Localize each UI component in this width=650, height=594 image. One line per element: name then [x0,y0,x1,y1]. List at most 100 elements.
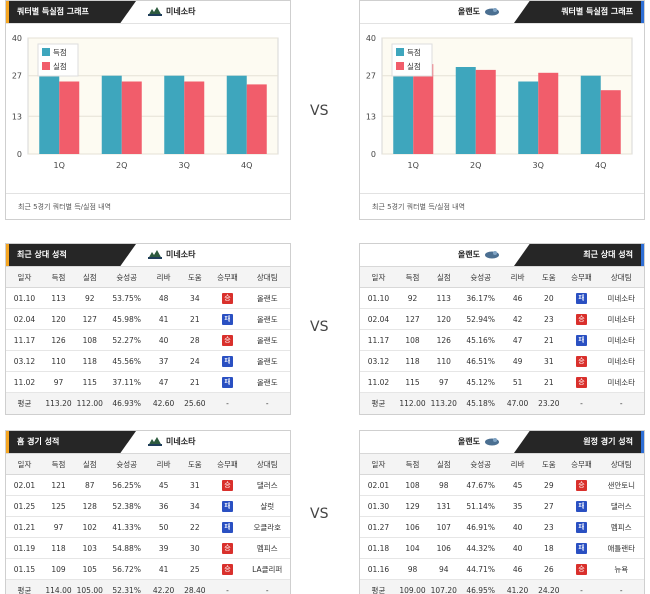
y-tick-label: 0 [371,150,376,159]
stats-table: 일자 득점 실점 슛성공 리바 도움 승무패 상대팀 02.01 108 98 47.67% 45 29 승… [360,453,644,594]
table-cell: 98 [428,474,460,496]
table-cell: 37 [147,350,180,372]
table-row: 02.01 121 87 56.25% 45 31 승 댈러스 [6,474,290,496]
table-cell: 01.19 [6,537,43,559]
table-cell: 94 [428,558,460,580]
average-row: 평균 113.20 112.00 46.93% 42.60 25.60- - [6,392,290,414]
table-cell: 오클라호 [244,516,290,538]
table-cell: 118 [42,537,75,559]
column-header: 상대팀 [598,453,644,475]
table-cell: 28 [179,329,211,351]
panel-title: 최근 상대 성적 [514,244,644,266]
away-quarter-panel: 올랜도 쿼터별 득실점 그래프 0 13 27 40 1Q 2Q 3Q 4Q 득점 실점 최근 5… [359,0,645,220]
table-cell: 47 [501,329,534,351]
table-cell: 50 [147,516,180,538]
column-header: 일자 [360,266,397,288]
table-cell: - [210,392,245,414]
result-badge: 승 [221,542,233,554]
y-tick-label: 40 [12,34,22,43]
column-header: 득점 [42,266,75,288]
legend-swatch [42,62,50,70]
result-badge: 패 [575,292,587,304]
table-row: 01.27 106 107 46.91% 40 23 패 멤피스 [360,516,644,538]
table-cell: 118 [74,350,106,372]
column-header: 득점 [396,266,429,288]
table-cell: 11.02 [360,371,397,393]
column-header: 승무패 [210,266,245,288]
column-header: 승무패 [564,453,599,475]
table-cell: 92 [396,287,429,309]
table-cell: 댈러스 [244,474,290,496]
minnesota-logo-icon [148,250,162,259]
team-name: 미네소타 [144,431,195,453]
table-cell: 02.04 [360,308,397,330]
table-cell: 애틀랜타 [598,537,644,559]
table-cell: 11.17 [6,329,43,351]
result-cell: 패 [210,308,245,330]
table-cell: 41 [147,308,180,330]
table-row: 01.21 97 102 41.33% 50 22 패 오클라호 [6,516,290,538]
vs-label: VS [310,103,329,119]
table-row: 01.18 104 106 44.32% 40 18 패 애틀랜타 [360,537,644,559]
table-row: 11.02 115 97 45.12% 51 21 승 미네소타 [360,371,644,393]
table-cell: 23.20 [533,392,565,414]
table-cell: 109.00 [396,579,429,594]
column-header: 리바 [501,453,534,475]
table-cell: 125 [42,495,75,517]
column-header: 리바 [147,453,180,475]
bar-conceded [59,81,80,154]
panel-title: 최근 상대 성적 [6,244,136,266]
table-cell: 샬럿 [244,495,290,517]
table-row: 01.25 125 128 52.38% 36 34 패 샬럿 [6,495,290,517]
table-cell: 44.32% [459,537,502,559]
result-badge: 패 [221,500,233,512]
table-cell: 52.38% [105,495,148,517]
table-cell: 44.71% [459,558,502,580]
result-badge: 승 [221,292,233,304]
result-badge: 승 [221,334,233,346]
table-cell: 35 [501,495,534,517]
result-cell: 패 [564,495,599,517]
table-cell: 01.15 [6,558,43,580]
average-row: 평균 112.00 113.20 45.18% 47.00 23.20- - [360,392,644,414]
table-cell: 114.00 [42,579,75,594]
table-cell: 103 [74,537,106,559]
table-cell: 120 [428,308,460,330]
column-header: 실점 [74,453,106,475]
table-cell: 52.31% [105,579,148,594]
table-cell: 34 [179,287,211,309]
result-badge: 승 [575,376,587,388]
table-cell: 25.60 [179,392,211,414]
column-header: 득점 [42,453,75,475]
y-tick-label: 27 [12,72,22,81]
y-tick-label: 13 [366,112,376,121]
table-cell: 미네소타 [598,308,644,330]
result-cell: 승 [564,474,599,496]
x-tick-label: 3Q [533,161,544,170]
table-cell: 54.88% [105,537,148,559]
column-header: 상대팀 [244,453,290,475]
orlando-logo-icon [485,438,499,446]
table-cell: 29 [533,474,565,496]
column-header: 상대팀 [598,266,644,288]
table-cell: 53.75% [105,287,148,309]
table-row: 02.04 127 120 52.94% 42 23 승 미네소타 [360,308,644,330]
legend-label: 실점 [407,61,421,71]
y-tick-label: 13 [12,112,22,121]
table-cell: 45 [147,474,180,496]
table-cell: 92 [74,287,106,309]
table-cell: 113.20 [428,392,460,414]
x-tick-label: 4Q [241,161,252,170]
table-cell: 40 [147,329,180,351]
table-cell: 올랜도 [244,371,290,393]
result-cell: 패 [564,537,599,559]
table-cell: 평균 [360,392,397,414]
result-badge: 승 [575,563,587,575]
table-cell: 03.12 [360,350,397,372]
result-badge: 패 [221,376,233,388]
chart-note: 최근 5경기 쿼터별 득/실점 내역 [6,193,290,219]
table-cell: 42.60 [147,392,180,414]
table-cell: 105.00 [74,579,106,594]
table-cell: 36.17% [459,287,502,309]
